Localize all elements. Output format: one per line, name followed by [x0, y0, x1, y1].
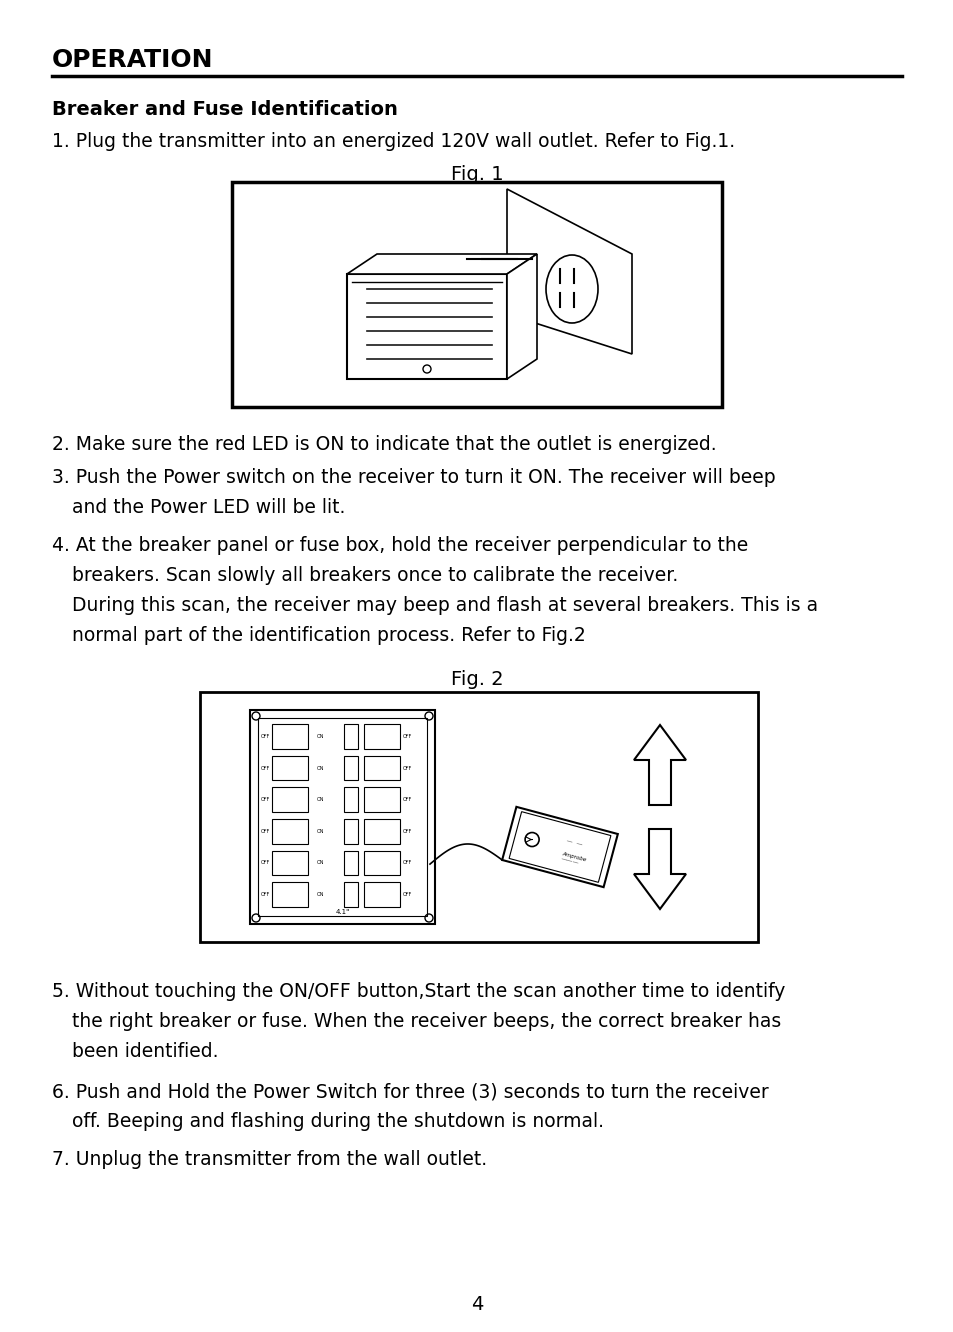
Text: 2. Make sure the red LED is ON to indicate that the outlet is energized.: 2. Make sure the red LED is ON to indica…	[52, 436, 716, 454]
Text: Fig. 2: Fig. 2	[450, 670, 503, 689]
Text: During this scan, the receiver may beep and flash at several breakers. This is a: During this scan, the receiver may beep …	[71, 595, 818, 615]
Text: Breaker and Fuse Identification: Breaker and Fuse Identification	[52, 100, 397, 119]
Text: ON: ON	[317, 766, 324, 770]
Text: 3. Push the Power switch on the receiver to turn it ON. The receiver will beep: 3. Push the Power switch on the receiver…	[52, 468, 775, 488]
Text: OFF: OFF	[402, 892, 412, 898]
Text: OFF: OFF	[402, 829, 412, 834]
Bar	[364, 725, 400, 749]
Text: 5. Without touching the ON/OFF button,Start the scan another time to identify: 5. Without touching the ON/OFF button,St…	[52, 982, 784, 1002]
Bar	[344, 787, 358, 813]
Bar	[272, 787, 308, 813]
Text: OFF: OFF	[260, 734, 270, 739]
Text: ON: ON	[317, 892, 324, 898]
Bar	[364, 819, 400, 843]
Text: OFF: OFF	[260, 797, 270, 802]
Bar	[344, 819, 358, 843]
Text: been identified.: been identified.	[71, 1042, 218, 1062]
Polygon shape	[506, 254, 537, 380]
Bar	[364, 755, 400, 781]
Bar	[272, 882, 308, 907]
Text: —  —: — —	[565, 838, 583, 847]
Polygon shape	[509, 811, 610, 882]
Text: OFF: OFF	[260, 766, 270, 770]
FancyArrow shape	[634, 725, 685, 805]
Text: ON: ON	[317, 829, 324, 834]
Text: Amprobe: Amprobe	[560, 851, 586, 862]
Text: ———: ———	[559, 856, 578, 866]
Text: OFF: OFF	[402, 766, 412, 770]
Polygon shape	[347, 254, 537, 274]
Bar	[364, 851, 400, 875]
Text: OFF: OFF	[402, 860, 412, 866]
Text: normal part of the identification process. Refer to Fig.2: normal part of the identification proces…	[71, 626, 585, 645]
Bar	[347, 274, 506, 380]
Bar	[344, 851, 358, 875]
Text: OFF: OFF	[260, 829, 270, 834]
Bar	[257, 718, 427, 916]
Text: OFF: OFF	[260, 860, 270, 866]
Bar	[272, 819, 308, 843]
Bar	[364, 882, 400, 907]
Bar	[272, 851, 308, 875]
Bar	[272, 725, 308, 749]
Text: 7. Unplug the transmitter from the wall outlet.: 7. Unplug the transmitter from the wall …	[52, 1150, 487, 1169]
Text: ON: ON	[317, 797, 324, 802]
Text: 4.1": 4.1"	[335, 908, 349, 915]
FancyArrow shape	[634, 829, 685, 908]
Text: Fig. 1: Fig. 1	[450, 165, 503, 184]
Text: off. Beeping and flashing during the shutdown is normal.: off. Beeping and flashing during the shu…	[71, 1112, 603, 1131]
Text: the right breaker or fuse. When the receiver beeps, the correct breaker has: the right breaker or fuse. When the rece…	[71, 1012, 781, 1031]
Text: breakers. Scan slowly all breakers once to calibrate the receiver.: breakers. Scan slowly all breakers once …	[71, 566, 678, 585]
Text: 4. At the breaker panel or fuse box, hold the receiver perpendicular to the: 4. At the breaker panel or fuse box, hol…	[52, 535, 747, 555]
Text: ON: ON	[317, 734, 324, 739]
Text: 4: 4	[471, 1295, 482, 1313]
Polygon shape	[506, 189, 631, 354]
Text: and the Power LED will be lit.: and the Power LED will be lit.	[71, 498, 345, 517]
Text: 1. Plug the transmitter into an energized 120V wall outlet. Refer to Fig.1.: 1. Plug the transmitter into an energize…	[52, 132, 735, 151]
Bar	[200, 693, 758, 942]
Ellipse shape	[545, 254, 598, 322]
Bar	[344, 882, 358, 907]
Text: OFF: OFF	[260, 892, 270, 898]
Text: 6. Push and Hold the Power Switch for three (3) seconds to turn the receiver: 6. Push and Hold the Power Switch for th…	[52, 1082, 768, 1102]
Text: OFF: OFF	[402, 734, 412, 739]
Bar	[232, 182, 721, 408]
Bar	[344, 755, 358, 781]
Text: OFF: OFF	[402, 797, 412, 802]
Polygon shape	[501, 807, 618, 887]
Bar	[250, 710, 435, 924]
Text: ON: ON	[317, 860, 324, 866]
Text: OPERATION: OPERATION	[52, 48, 213, 72]
Bar	[272, 755, 308, 781]
Bar	[364, 787, 400, 813]
Bar	[344, 725, 358, 749]
